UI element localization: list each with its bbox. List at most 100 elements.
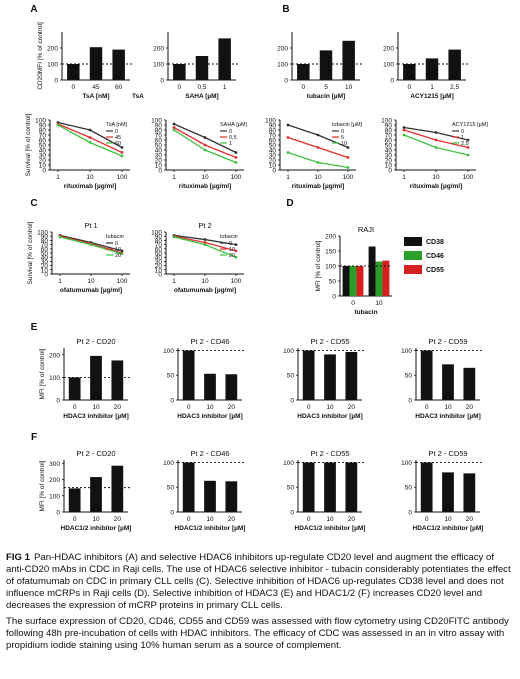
- legend-label: 5: [341, 135, 344, 141]
- x-tick-label: 0: [302, 84, 306, 91]
- y-tick-label: 0: [332, 294, 336, 301]
- bar: [463, 367, 476, 400]
- legend-label: 10: [341, 141, 347, 147]
- y-tick-label: 20: [385, 158, 393, 165]
- x-tick-label: 45: [92, 84, 100, 91]
- bar: [182, 350, 195, 400]
- y-tick-label: 10: [385, 163, 393, 170]
- y-tick-label: 80: [41, 238, 49, 245]
- bar: [324, 354, 336, 400]
- legend-label: 45: [115, 135, 121, 141]
- x-tick-label: 0: [425, 516, 429, 523]
- y-tick-label: 100: [325, 264, 336, 271]
- legend-label: 0: [341, 129, 344, 135]
- x-tick-label: 60: [115, 84, 123, 91]
- x-tick-label: 0: [187, 516, 191, 523]
- legend-label: 10: [115, 247, 121, 253]
- y-tick-label: 100: [151, 118, 162, 125]
- data-point: [88, 128, 92, 132]
- x-axis-label: tubacin: [354, 309, 377, 316]
- y-tick-label: 10: [39, 163, 47, 170]
- y-tick-label: 80: [39, 128, 47, 135]
- y-tick-label: 90: [269, 123, 277, 130]
- x-tick-label: 1: [286, 174, 290, 181]
- y-tick-label: 90: [385, 123, 393, 130]
- chart-title: Pt 1: [84, 221, 97, 230]
- x-axis-label: HDAC1/2 inhibitor [µM]: [61, 525, 132, 532]
- chart-title: Pt 2 - CD20: [76, 337, 115, 346]
- x-tick-label: 10: [444, 404, 452, 411]
- data-point: [316, 161, 320, 164]
- x-tick-label: 20: [466, 516, 474, 523]
- y-axis-label: MFI [% of control]: [39, 460, 46, 511]
- y-axis-label: MFI [% of control]: [39, 348, 46, 399]
- data-point: [434, 146, 438, 149]
- x-tick-label: 20: [114, 516, 122, 523]
- caption-text: Pan-HDAC inhibitors (A) and selective HD…: [6, 552, 511, 611]
- y-tick-label: 90: [155, 234, 163, 241]
- x-tick-label: 0: [351, 300, 355, 307]
- data-point: [203, 238, 207, 241]
- data-point: [234, 255, 238, 259]
- y-tick-label: 60: [269, 138, 277, 145]
- x-tick-label: 10: [201, 278, 209, 285]
- y-tick-label: 80: [155, 238, 163, 245]
- bar: [420, 462, 433, 512]
- y-tick-label: 0: [158, 272, 162, 279]
- bar: [425, 58, 439, 80]
- bar: [345, 462, 358, 512]
- caption-methods: The surface expression of CD20, CD46, CD…: [6, 616, 509, 651]
- legend-label: 2,5: [461, 141, 469, 147]
- chart-title: Pt 2 - CD59: [428, 337, 467, 346]
- bar: [204, 373, 216, 400]
- y-tick-label: 90: [41, 234, 49, 241]
- data-point: [203, 243, 207, 247]
- legend-title: ACY1215 [µM]: [452, 122, 488, 128]
- bar: [225, 481, 238, 512]
- y-axis-label: CD20MFI [% of control]: [37, 22, 44, 90]
- x-tick-label: 10: [87, 278, 95, 285]
- y-tick-label: 30: [155, 259, 163, 266]
- y-tick-label: 100: [401, 348, 412, 355]
- y-tick-label: 200: [49, 352, 60, 359]
- y-tick-label: 30: [39, 153, 47, 160]
- panel-label-F: F: [31, 432, 37, 443]
- data-point: [434, 138, 438, 142]
- chart-title: Pt 2 - CD46: [190, 449, 229, 458]
- legend-label: 10: [229, 247, 235, 253]
- y-tick-label: 20: [269, 158, 277, 165]
- x-tick-label: 0: [73, 516, 77, 523]
- data-point: [346, 156, 350, 159]
- data-point: [402, 133, 406, 137]
- y-tick-label: 40: [39, 148, 47, 155]
- y-tick-label: 200: [49, 477, 60, 484]
- bar: [448, 49, 461, 80]
- y-tick-label: 10: [269, 163, 277, 170]
- caption-paragraph: FIG 1 Pan-HDAC inhibitors (A) and selecti…: [6, 552, 514, 612]
- x-axis-label: HDAC3 inhibitor [µM]: [63, 413, 129, 420]
- y-tick-label: 300: [49, 461, 60, 468]
- data-point: [466, 146, 470, 149]
- y-tick-label: 0: [56, 398, 60, 405]
- data-point: [58, 235, 62, 239]
- x-tick-label: 0: [187, 404, 191, 411]
- y-tick-label: 100: [283, 460, 294, 467]
- y-tick-label: 50: [287, 485, 295, 492]
- y-tick-label: 100: [153, 62, 164, 69]
- x-tick-label: 20: [228, 404, 236, 411]
- data-point: [286, 151, 290, 154]
- chart-title: Pt 2 - CD55: [310, 337, 349, 346]
- y-tick-label: 60: [155, 138, 163, 145]
- y-tick-label: 0: [290, 510, 294, 517]
- y-tick-label: 100: [283, 348, 294, 355]
- bar: [90, 477, 102, 512]
- y-tick-label: 0: [158, 168, 162, 175]
- y-tick-label: 200: [383, 46, 394, 53]
- x-tick-label: 20: [348, 404, 356, 411]
- data-point: [466, 138, 470, 142]
- bar: [403, 64, 416, 80]
- x-axis-label: ofatumumab [µg/ml]: [174, 287, 236, 294]
- chart-title: Pt 2 - CD55: [310, 449, 349, 458]
- x-axis-label: HDAC1/2 inhibitor [µM]: [175, 525, 246, 532]
- y-tick-label: 50: [385, 143, 393, 150]
